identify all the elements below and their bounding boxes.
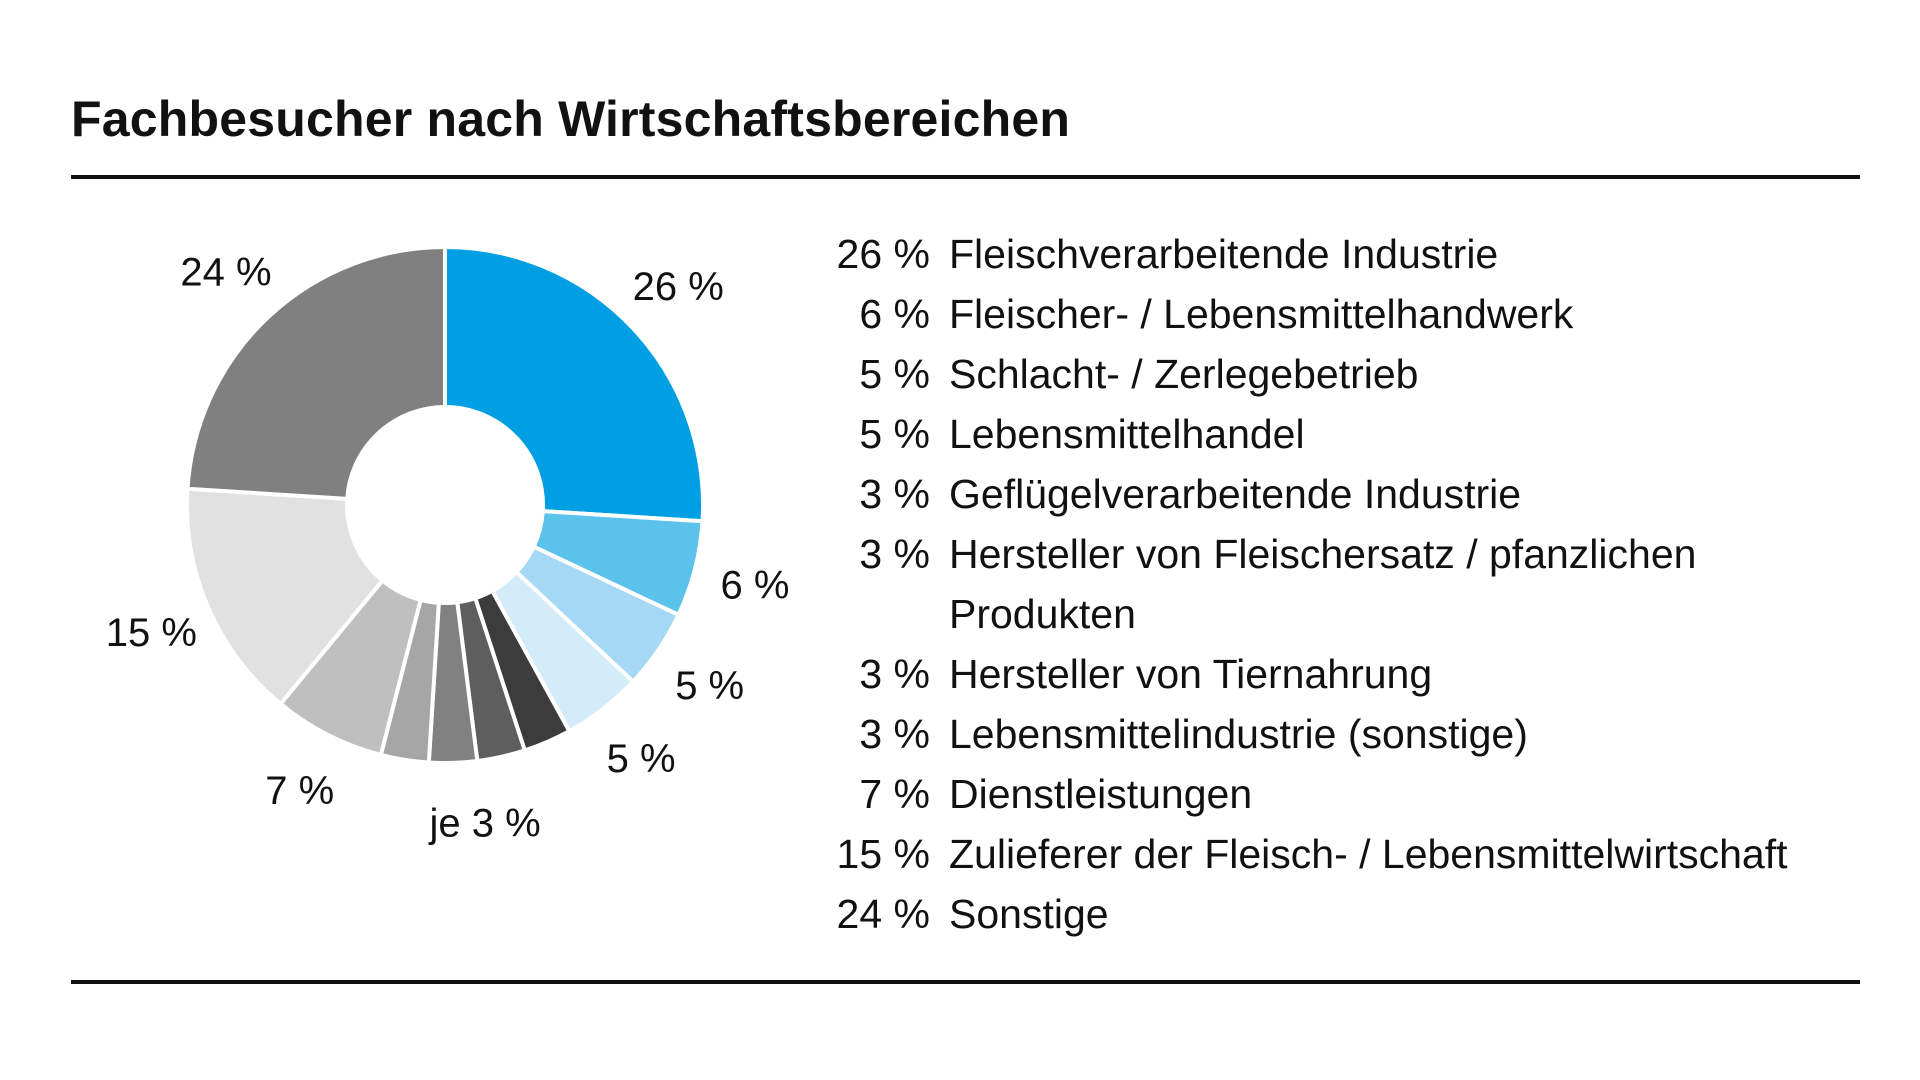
bottom-rule [71,980,1860,984]
legend-row: 7 % Dienstleistungen [820,764,1860,824]
slice-label: je 3 % [429,801,541,845]
legend-row: 24 % Sonstige [820,884,1860,944]
slice-label: 5 % [675,664,744,708]
chart-title: Fachbesucher nach Wirtschaftsbereichen [71,91,1071,147]
slice-label: 26 % [633,265,724,309]
legend-value: 3 % [859,471,930,517]
legend-label: Sonstige [949,891,1109,937]
legend-value: 3 % [859,531,930,577]
legend-label: Hersteller von Tiernahrung [949,651,1433,697]
legend-label: Geflügelverarbeitende Industrie [949,471,1522,517]
legend-label: Hersteller von Fleischersatz / pfanzlich… [949,531,1697,637]
legend-row: 6 % Fleischer- / Lebensmittelhandwerk [820,284,1860,344]
pie-slice [443,245,705,524]
legend-row: 3 % Geflügelverarbeitende Industrie [820,464,1860,524]
legend-value: 26 % [836,231,930,277]
legend-label: Fleischer- / Lebensmittelhandwerk [949,291,1574,337]
legend-value: 7 % [859,771,930,817]
legend-label: Lebensmittelindustrie (sonstige) [949,711,1528,757]
legend-row: 3 % Lebensmittelindustrie (sonstige) [820,704,1860,764]
legend-label: Fleischverarbeitende Industrie [949,231,1499,277]
legend-value: 5 % [859,351,930,397]
legend-value: 3 % [859,711,930,757]
top-rule [71,175,1860,179]
slice-label: 24 % [180,251,271,295]
slice-label: 6 % [720,564,789,608]
pie-slice [185,245,447,501]
pie-slice [185,486,385,706]
legend-value: 3 % [859,651,930,697]
legend-value: 24 % [836,891,930,937]
legend-label: Schlacht- / Zerlegebetrieb [949,351,1419,397]
legend-row: 15 % Zulieferer der Fleisch- / Lebensmit… [820,824,1860,884]
legend: 26 % Fleischverarbeitende Industrie 6 % … [820,224,1860,944]
legend-row: 5 % Schlacht- / Zerlegebetrieb [820,344,1860,404]
legend-label: Dienstleistungen [949,771,1253,817]
legend-label: Lebensmittelhandel [949,411,1305,457]
legend-row: 3 % Hersteller von Fleischersatz / pfanz… [820,524,1860,644]
legend-value: 15 % [836,831,930,877]
legend-row: 3 % Hersteller von Tiernahrung [820,644,1860,704]
slice-label: 15 % [106,611,197,655]
legend-value: 6 % [859,291,930,337]
legend-value: 5 % [859,411,930,457]
legend-row: 5 % Lebensmittelhandel [820,404,1860,464]
slice-label: 7 % [265,769,334,813]
legend-row: 26 % Fleischverarbeitende Industrie [820,224,1860,284]
slice-label: 5 % [607,737,676,781]
legend-label: Zulieferer der Fleisch- / Lebensmittelwi… [949,831,1788,877]
